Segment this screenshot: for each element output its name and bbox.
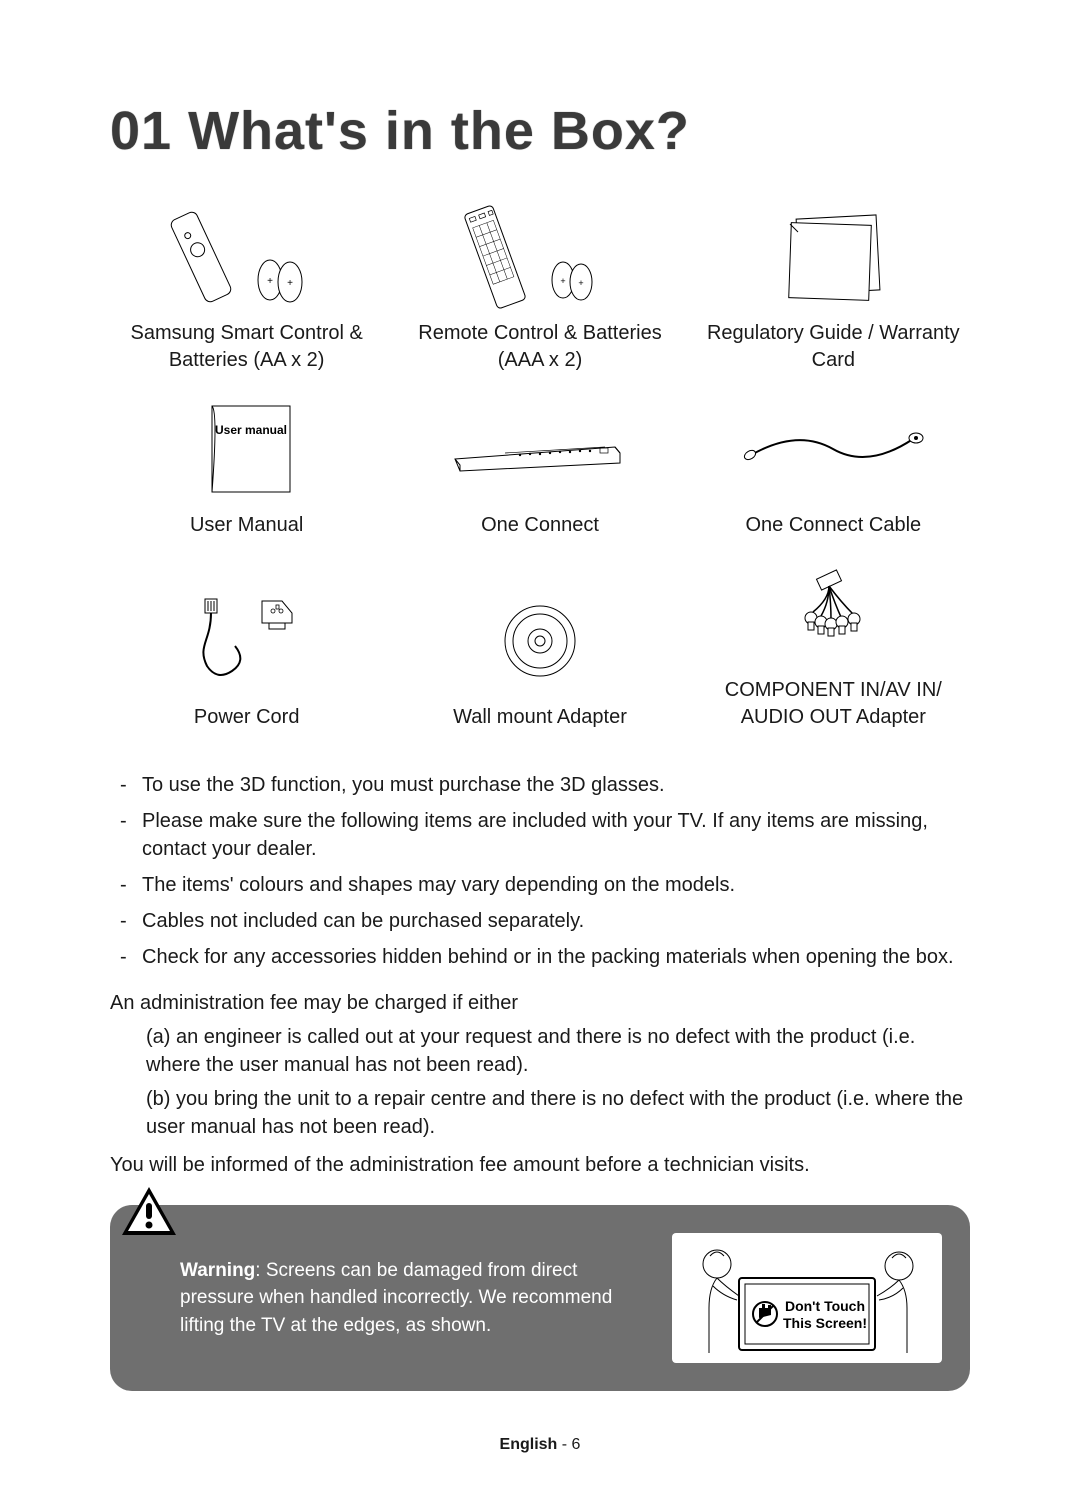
item-remote-control: + + Remote Control & Batteries (AAA x 2) [403,202,676,374]
note-item: To use the 3D function, you must purchas… [120,771,970,799]
dont-touch-line1: Don't Touch [785,1298,865,1314]
footer-lang: English [500,1436,558,1453]
one-connect-icon [440,394,640,504]
admin-fee-end: You will be informed of the administrati… [110,1151,970,1179]
item-component-adapter: COMPONENT IN/AV IN/ AUDIO OUT Adapter [697,559,970,731]
component-adapter-icon [733,559,933,669]
item-wall-mount-adapter: Wall mount Adapter [403,559,676,731]
item-label: Wall mount Adapter [453,704,627,731]
item-one-connect-cable: One Connect Cable [697,394,970,539]
item-label: User Manual [190,512,303,539]
svg-text:User manual: User manual [215,423,287,437]
svg-text:+: + [287,278,293,289]
item-label: Samsung Smart Control & Batteries (AA x … [110,320,383,374]
notes-list: To use the 3D function, you must purchas… [110,771,970,971]
item-user-manual: User manual User Manual [110,394,383,539]
item-regulatory-guide: Regulatory Guide / Warranty Card [697,202,970,374]
item-power-cord: Power Cord [110,559,383,731]
smart-control-icon: + + [147,202,347,312]
dont-touch-line2: This Screen! [783,1315,867,1331]
note-item: The items' colours and shapes may vary d… [120,871,970,899]
warning-text: Warning: Screens can be damaged from dir… [180,1257,652,1340]
warning-triangle-icon [120,1185,178,1237]
notes-section: To use the 3D function, you must purchas… [110,771,970,1179]
item-label: One Connect [481,512,599,539]
note-item: Check for any accessories hidden behind … [120,943,970,971]
svg-text:+: + [560,276,565,286]
item-label: Regulatory Guide / Warranty Card [697,320,970,374]
svg-text:+: + [267,276,273,287]
regulatory-guide-icon [733,202,933,312]
svg-text:+: + [578,278,583,288]
warning-bold: Warning [180,1260,255,1281]
warning-box: Warning: Screens can be damaged from dir… [110,1205,970,1391]
item-label: Remote Control & Batteries (AAA x 2) [403,320,676,374]
item-label: One Connect Cable [745,512,921,539]
warning-illustration: Don't Touch This Screen! [672,1233,942,1363]
remote-control-icon: + + [440,202,640,312]
admin-fee-a: (a) an engineer is called out at your re… [110,1023,970,1079]
item-smart-control: + + Samsung Smart Control & Batteries (A… [110,202,383,374]
power-cord-icon [147,586,347,696]
note-item: Please make sure the following items are… [120,807,970,863]
user-manual-icon: User manual [147,394,347,504]
manual-page: 01 What's in the Box? + + Samsung Smart … [0,0,1080,1494]
page-title: 01 What's in the Box? [110,100,970,162]
one-connect-cable-icon [733,394,933,504]
admin-fee-intro: An administration fee may be charged if … [110,989,970,1017]
note-item: Cables not included can be purchased sep… [120,907,970,935]
footer-page: - 6 [557,1436,580,1453]
admin-fee-b: (b) you bring the unit to a repair centr… [110,1085,970,1141]
item-label: Power Cord [194,704,300,731]
item-label: COMPONENT IN/AV IN/ AUDIO OUT Adapter [697,677,970,731]
item-one-connect: One Connect [403,394,676,539]
items-grid: + + Samsung Smart Control & Batteries (A… [110,202,970,731]
wall-mount-adapter-icon [440,586,640,696]
page-footer: English - 6 [0,1436,1080,1454]
